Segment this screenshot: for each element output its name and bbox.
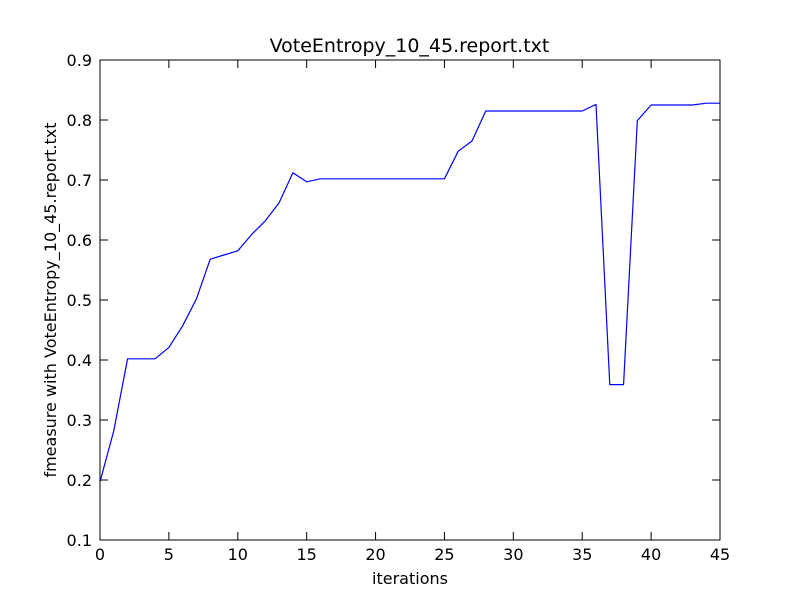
y-tick-label: 0.7 <box>67 171 92 190</box>
y-tick-label: 0.8 <box>67 111 92 130</box>
plot-frame <box>99 59 721 541</box>
y-axis-label: fmeasure with VoteEntropy_10_45.report.t… <box>41 122 61 477</box>
y-tick-label: 0.9 <box>67 51 92 70</box>
x-tick-label: 30 <box>503 545 523 564</box>
y-tick-label: 0.4 <box>67 351 92 370</box>
y-tick-label: 0.6 <box>67 231 92 250</box>
y-tick-label: 0.3 <box>67 411 92 430</box>
x-tick-label: 0 <box>95 545 105 564</box>
x-tick-label: 10 <box>228 545 248 564</box>
x-tick-label: 25 <box>434 545 454 564</box>
x-tick-label: 35 <box>572 545 592 564</box>
chart-title: VoteEntropy_10_45.report.txt <box>270 35 550 57</box>
x-tick-label: 15 <box>296 545 316 564</box>
plot-area <box>99 102 720 482</box>
x-tick-label: 40 <box>641 545 661 564</box>
y-tick-label: 0.1 <box>67 531 92 550</box>
y-tick-label: 0.2 <box>67 471 92 490</box>
y-tick-label: 0.5 <box>67 291 92 310</box>
series-line-0 <box>99 102 720 482</box>
x-axis-label: iterations <box>372 569 448 588</box>
x-tick-label: 45 <box>710 545 730 564</box>
x-tick-label: 20 <box>365 545 385 564</box>
axis-ticks: 0 5 10 15 20 25 30 35 40 45 0.1 0.2 0.3 0.4 0.5 0.6 0.7 0… <box>67 51 731 564</box>
x-tick-label: 5 <box>164 545 174 564</box>
